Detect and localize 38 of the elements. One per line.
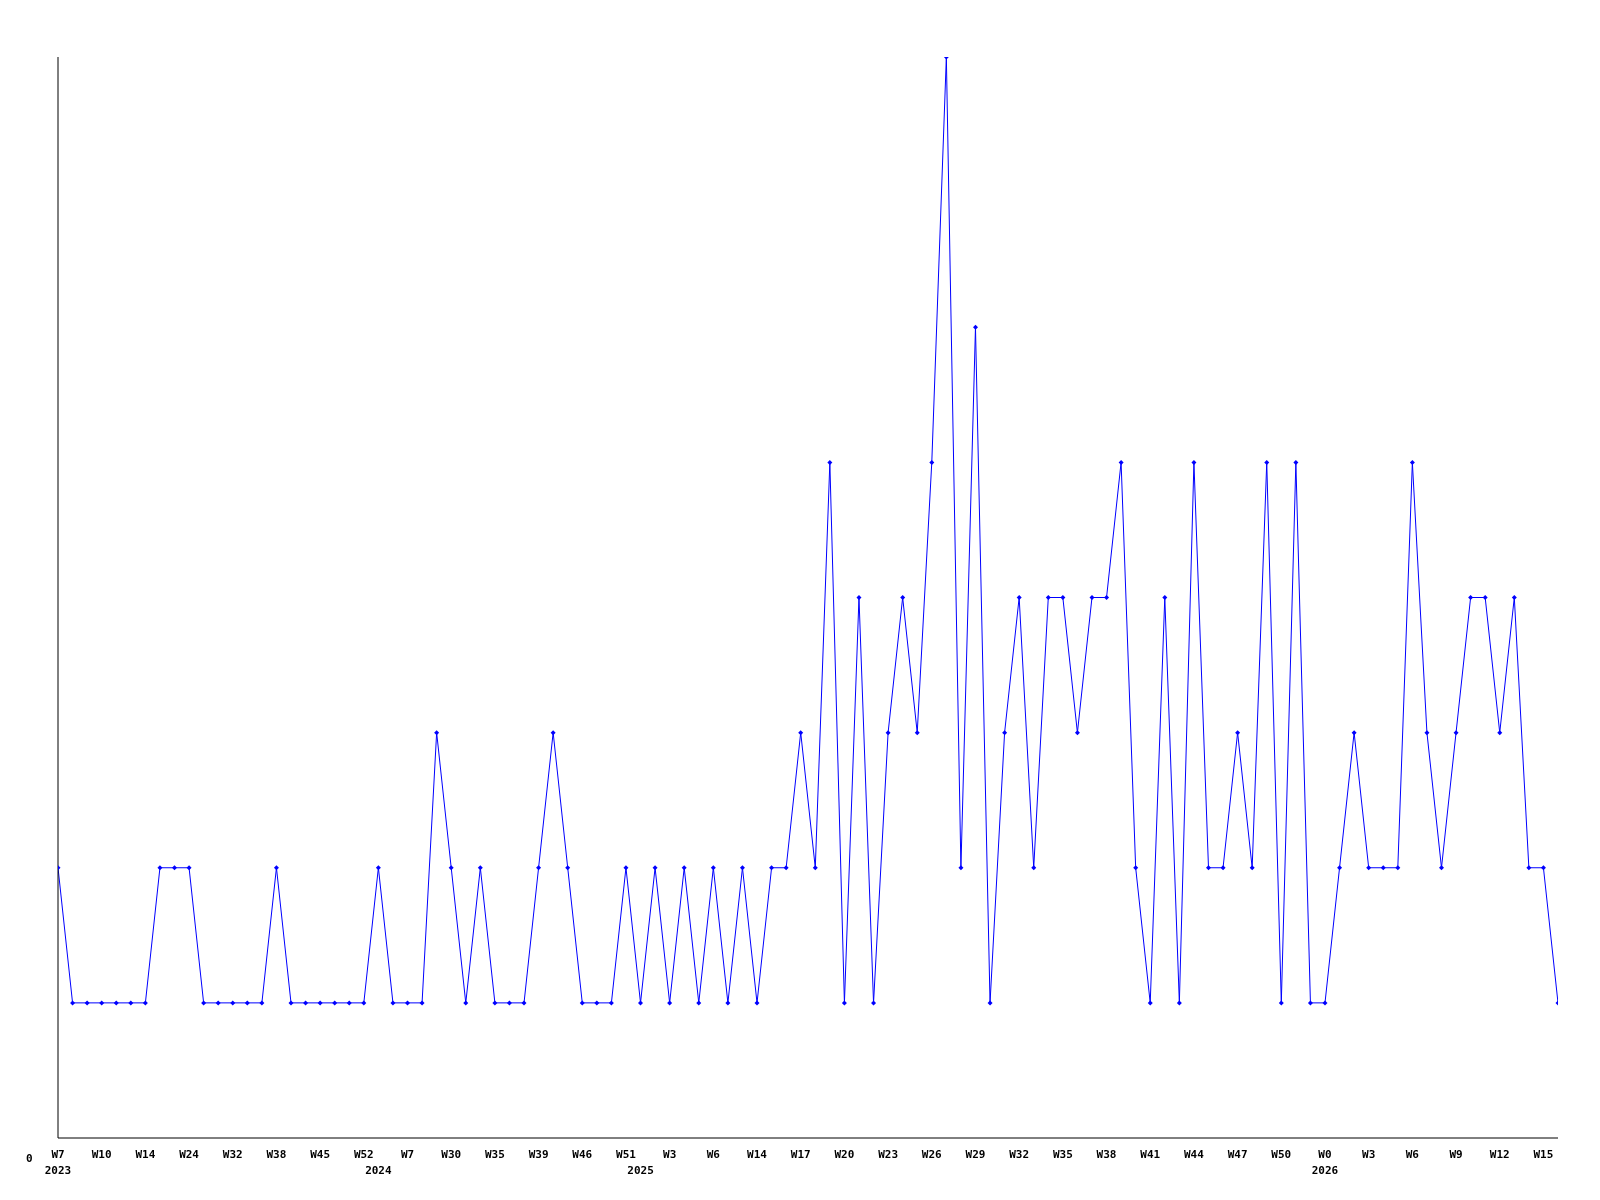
x-tick-label: W3 bbox=[1362, 1148, 1376, 1161]
x-tick-label: W6 bbox=[706, 1148, 721, 1161]
x-tick-label: 2025 bbox=[627, 1164, 654, 1177]
x-tick-label: W35 bbox=[1052, 1148, 1073, 1161]
x-tick-label: W10 bbox=[91, 1148, 112, 1161]
x-tick-label: W7 bbox=[400, 1148, 415, 1161]
x-tick-label: W29 bbox=[965, 1148, 986, 1161]
x-tick-label: W46 bbox=[572, 1148, 593, 1161]
x-tick-label: W9 bbox=[1449, 1148, 1463, 1161]
x-tick-label: W23 bbox=[878, 1148, 899, 1161]
x-tick-label: W3 bbox=[663, 1148, 677, 1161]
x-tick-label: W32 bbox=[1009, 1148, 1030, 1161]
x-tick-label: W35 bbox=[484, 1148, 505, 1161]
text: 0 bbox=[26, 1152, 33, 1165]
x-tick-label: W38 bbox=[266, 1148, 287, 1161]
x-tick-label: W38 bbox=[1096, 1148, 1117, 1161]
x-tick-label: W24 bbox=[179, 1148, 200, 1161]
x-tick-label: W41 bbox=[1140, 1148, 1161, 1161]
x-tick-label: W51 bbox=[616, 1148, 637, 1161]
x-tick-label: W0 2026 bbox=[1311, 1148, 1339, 1177]
x-tick-label: W14 bbox=[135, 1148, 156, 1161]
x-tick-label: W44 bbox=[1183, 1148, 1205, 1161]
x-tick-label: W17 bbox=[790, 1148, 811, 1161]
x-tick-label: W32 bbox=[222, 1148, 243, 1161]
x-tick-label: 2024 bbox=[365, 1164, 393, 1177]
x-tick-label: W7 2023 bbox=[44, 1148, 72, 1177]
x-tick-label: W20 bbox=[834, 1148, 855, 1161]
x-tick-label: W6 bbox=[1405, 1148, 1420, 1161]
x-tick-label: W52 bbox=[353, 1148, 374, 1161]
x-tick-label: W26 bbox=[921, 1148, 943, 1161]
x-tick-label: W50 bbox=[1271, 1148, 1292, 1161]
x-tick-label: W12 bbox=[1489, 1148, 1510, 1161]
x-tick-label: W15 bbox=[1533, 1148, 1554, 1161]
x-tick-label: W47 bbox=[1227, 1148, 1248, 1161]
x-tick-label: W14 bbox=[747, 1148, 768, 1161]
x-tick-label: W45 bbox=[310, 1148, 331, 1161]
x-tick-label: W39 bbox=[528, 1148, 549, 1161]
x-tick-label: W30 bbox=[441, 1148, 462, 1161]
